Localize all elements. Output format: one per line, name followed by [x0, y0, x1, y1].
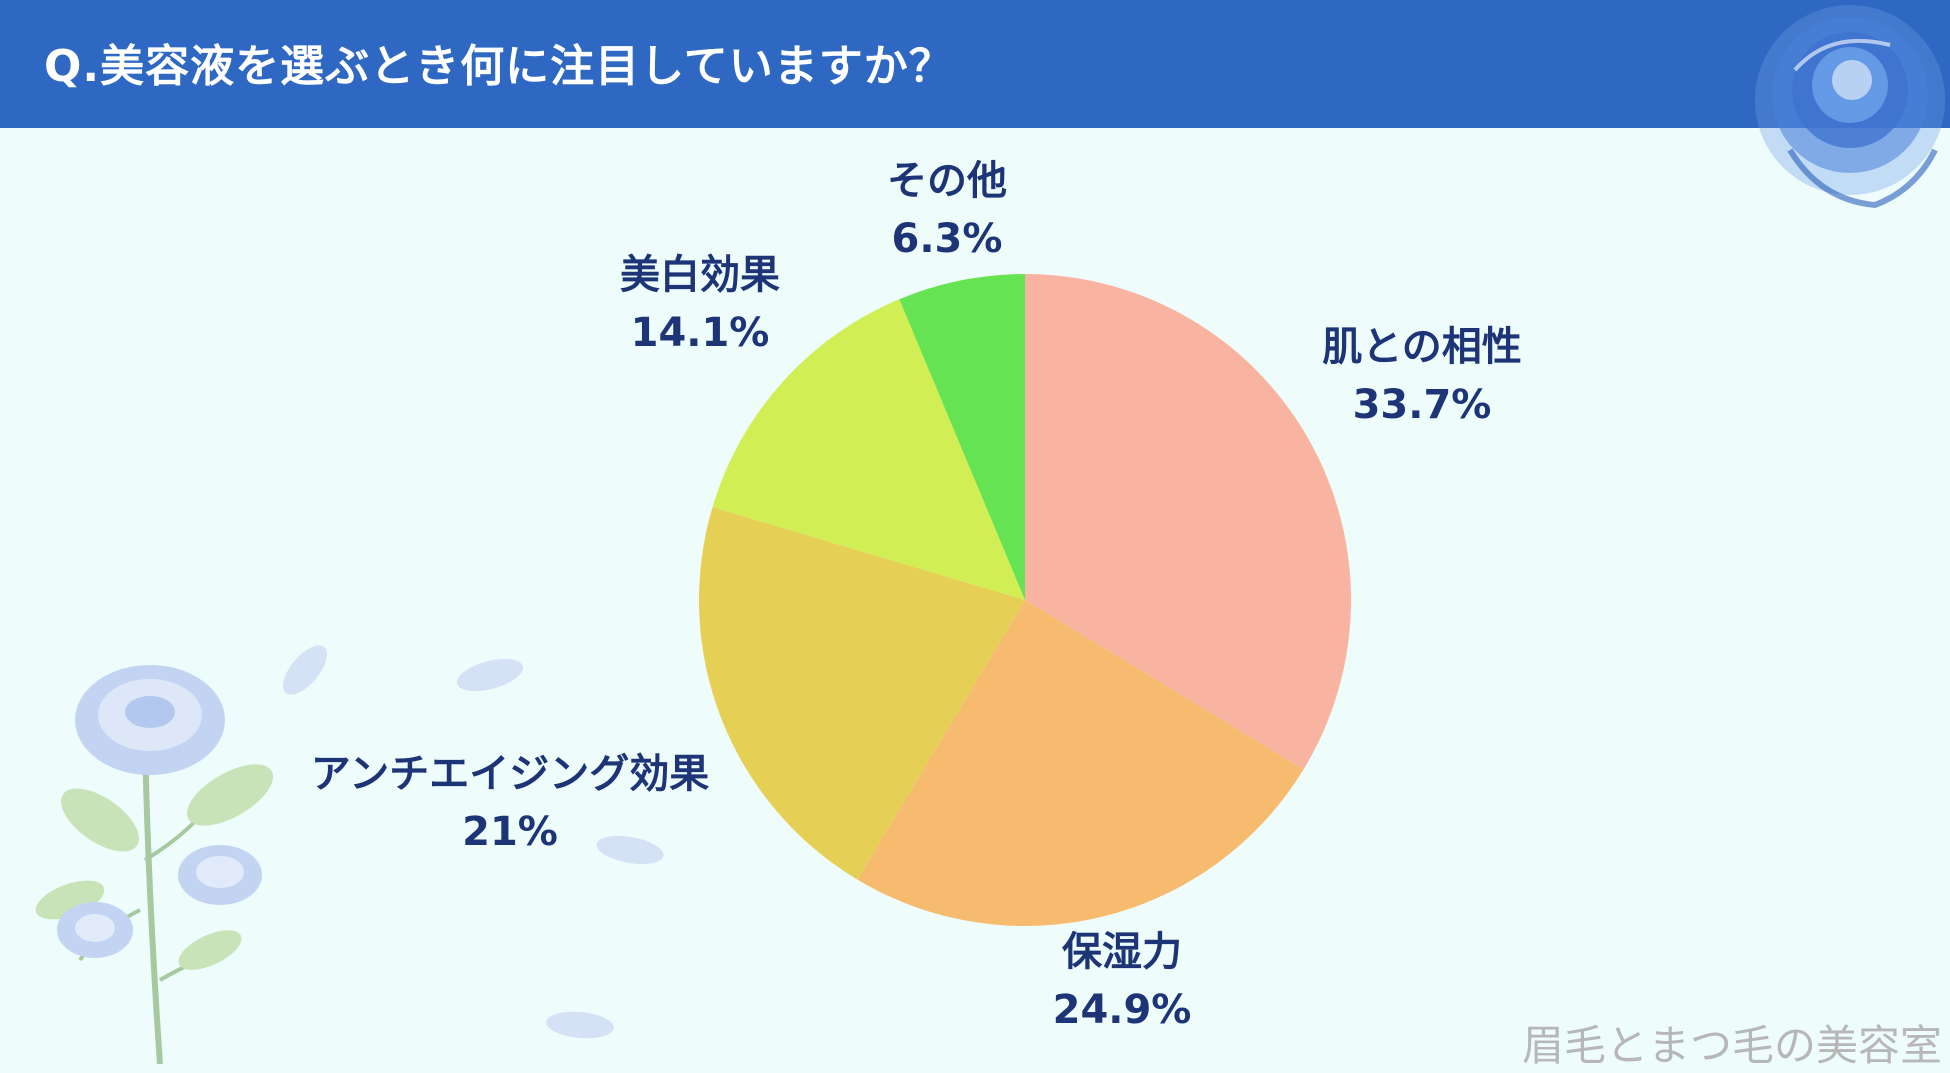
watermark: 眉毛とまつ毛の美容室 [1521, 1021, 1942, 1070]
pie-slice-1 [1025, 274, 1351, 770]
pie-slice-5 [899, 274, 1025, 600]
pale-rose-decoration [35, 665, 273, 1064]
slice-value: 24.9% [1052, 987, 1192, 1033]
slice-name: その他 [887, 158, 1007, 204]
petal-decoration [596, 835, 664, 865]
slice-label-3: アンチエイジング効果 21% [311, 745, 709, 861]
slice-value: 21% [462, 809, 558, 855]
petal-decoration [282, 645, 328, 695]
slice-value: 6.3% [891, 216, 1003, 262]
header-bar: Q.美容液を選ぶとき何に注目していますか？ [0, 0, 1950, 128]
slice-name: アンチエイジング効果 [310, 751, 710, 797]
slice-name: 美白効果 [620, 252, 780, 298]
petal-decoration [456, 658, 524, 692]
page-title: Q.美容液を選ぶとき何に注目していますか？ [44, 41, 954, 92]
pie-slice-2 [857, 600, 1304, 927]
slice-label-1: 肌との相性 33.7% [1322, 318, 1522, 434]
pie-slice-4 [712, 299, 1025, 600]
petal-decoration [546, 1011, 614, 1039]
blue-rose-decoration [1755, 5, 1945, 209]
slice-label-5: その他 6.3% [887, 152, 1007, 268]
slice-name: 肌との相性 [1322, 324, 1522, 370]
slice-label-4: 美白効果 14.1% [620, 246, 780, 362]
slice-value: 14.1% [630, 310, 770, 356]
pie-slice-3 [699, 507, 1025, 880]
slice-name: 保湿力 [1062, 929, 1182, 975]
slice-label-2: 保湿力 24.9% [1053, 923, 1192, 1039]
slice-value: 33.7% [1352, 382, 1492, 428]
